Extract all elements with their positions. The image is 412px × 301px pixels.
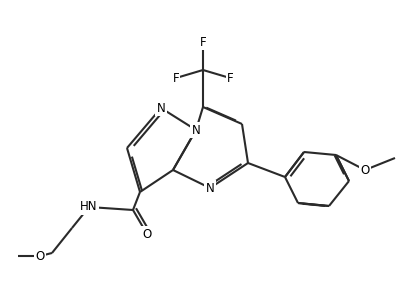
Text: F: F: [227, 72, 233, 85]
Text: N: N: [157, 101, 165, 114]
Text: O: O: [35, 250, 44, 262]
Text: F: F: [200, 36, 206, 48]
Text: N: N: [206, 182, 214, 194]
Text: HN: HN: [80, 200, 98, 213]
Text: O: O: [143, 228, 152, 240]
Text: F: F: [173, 72, 179, 85]
Text: O: O: [360, 163, 370, 176]
Text: N: N: [192, 123, 200, 136]
